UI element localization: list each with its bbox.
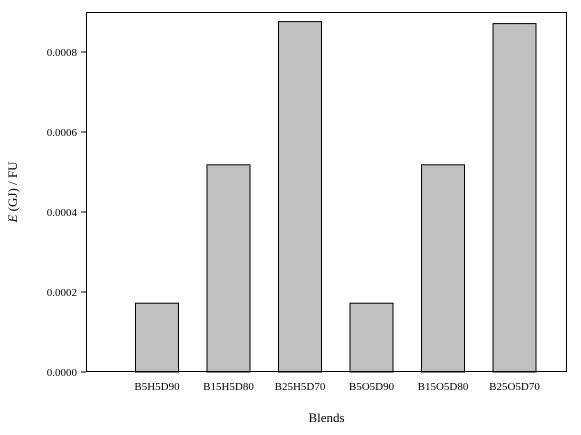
y-tick-label: 0.0000 [47, 367, 78, 379]
x-tick-label-B25O5D70: B25O5D70 [489, 381, 540, 393]
plot-frame [86, 12, 567, 372]
bar-B5O5D90 [349, 302, 394, 373]
x-tick-label-B5H5D90: B5H5D90 [134, 381, 180, 393]
x-tick-label-B25H5D70: B25H5D70 [275, 381, 326, 393]
y-axis-ticks: 0.0000 0.0002 0.0004 0.0006 0.0008 [47, 47, 86, 379]
y-axis-label-symbol: E [5, 215, 20, 224]
bar-B15O5D80 [421, 164, 465, 373]
bar-B15H5D80 [206, 164, 251, 373]
x-axis-label: Blends [308, 410, 344, 425]
y-tick-label: 0.0004 [47, 207, 78, 219]
y-tick-label: 0.0006 [47, 127, 78, 139]
x-tick-label-B5O5D90: B5O5D90 [349, 381, 395, 393]
x-tick-label-B15O5D80: B15O5D80 [418, 381, 469, 393]
bar-B25O5D70 [492, 23, 537, 373]
y-axis-label: E (GJ) / FU [5, 161, 20, 224]
y-tick-label: 0.0002 [47, 287, 77, 299]
y-tick-label: 0.0008 [47, 47, 78, 59]
bar-B5H5D90 [135, 302, 179, 373]
x-axis-ticks: B5H5D90 B15H5D80 B25H5D70 B5O5D90 B15O5D80 B2… [134, 381, 540, 393]
y-axis-label-units: (GJ) / FU [5, 161, 20, 215]
x-tick-label-B15H5D80: B15H5D80 [203, 381, 254, 393]
bar-B25H5D70 [278, 21, 322, 373]
bars-layer [135, 21, 537, 373]
